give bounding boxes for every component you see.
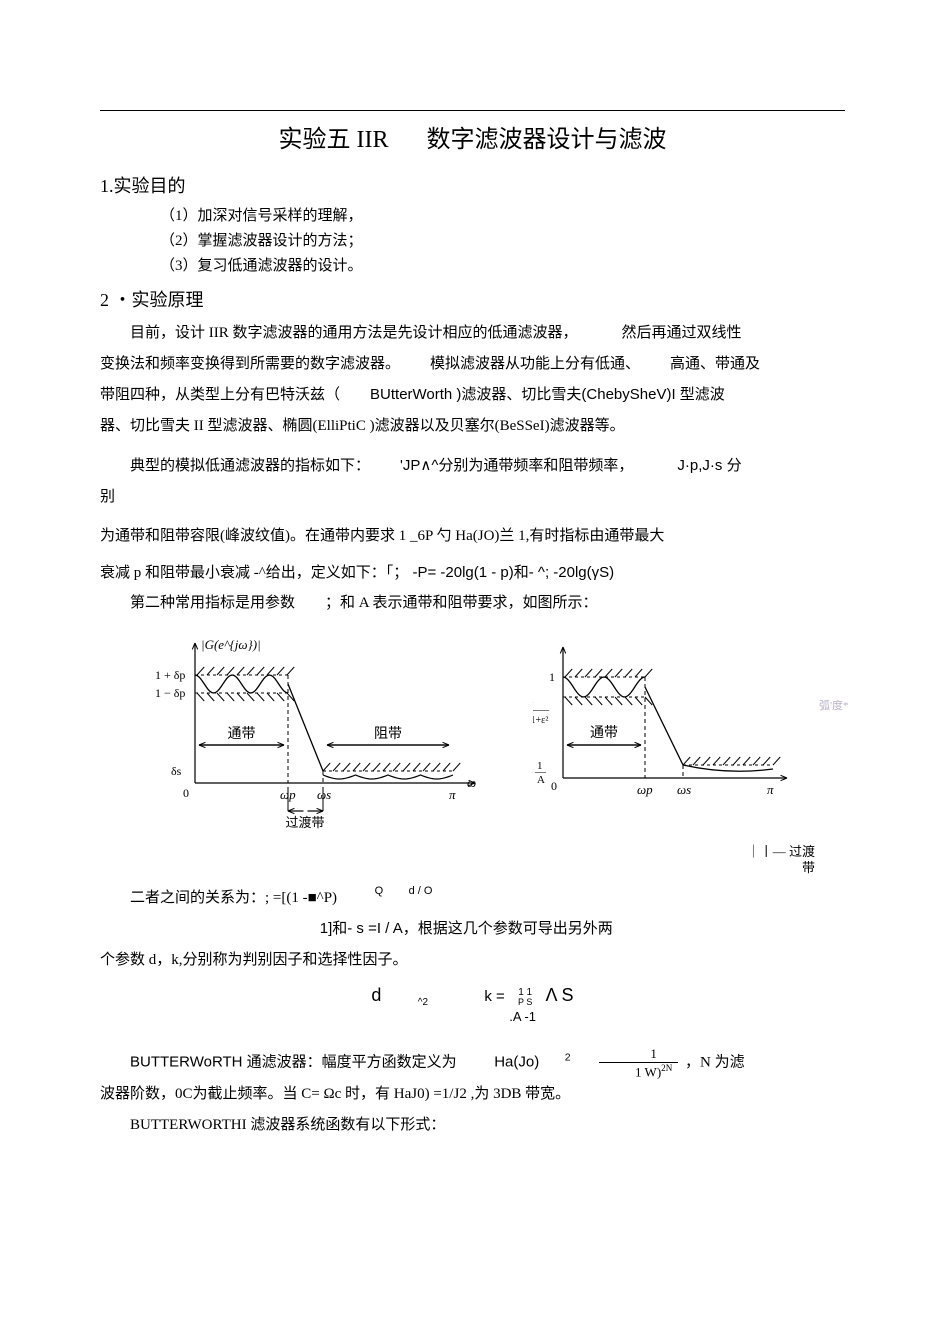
sec1-list: （1）加深对信号采样的理解， （2）掌握滤波器设计的方法； （3）复习低通滤波器… [160, 204, 845, 278]
text: ^2 [418, 997, 428, 1008]
text: 「； -P= -20lg(1 - p)和- ^; -20lg(γS) [386, 564, 614, 581]
title-left: 实验五 IIR [279, 127, 389, 153]
svg-text:1: 1 [549, 670, 555, 684]
text: 1 W)2N [599, 1063, 678, 1080]
text: Q [375, 885, 384, 897]
para: 目前，设计 IIR 数字滤波器的通用方法是先设计相应的低通滤波器， 然后再通过双线… [100, 318, 845, 349]
para: 第二种常用指标是用参数 ；和 A 表示通带和阻带要求，如图所示： [100, 588, 845, 619]
para: 为通带和阻带容限(峰波纹值)。在通带内要求 1 _6P 勺 Ha(JO)兰 1,… [100, 521, 845, 552]
svg-text:阻带: 阻带 [374, 726, 402, 742]
figure-left: |G(e^{jω})|1 + δp1 − δpδs0ωpωsπω通带阻带过渡带 [153, 633, 483, 838]
page: 实验五 IIR 数字滤波器设计与滤波 1.实验目的 （1）加深对信号采样的理解， … [0, 0, 945, 1338]
para: 别 [100, 482, 845, 513]
svg-text:√1+ε²: √1+ε² [533, 715, 548, 726]
text: 带阻四种，从类型上分有巴特沃兹（ [100, 387, 340, 403]
text: J·p,J·s 分 [677, 457, 741, 474]
para: 二者之间的关系为：; =[(1 -■^P) Q d / O 1]和- s =I … [100, 883, 845, 945]
text: ｜丨— 过渡 [747, 844, 815, 859]
para: 典型的模拟低通滤波器的指标如下： 'JP∧^分别为通带频率和阻带频率， J·p,J·… [100, 451, 845, 482]
list-item: （3）复习低通滤波器的设计。 [160, 254, 845, 279]
text: 然后再通过双线性 [622, 325, 742, 341]
svg-text:π: π [767, 782, 774, 797]
svg-text:A: A [537, 774, 545, 786]
list-item: （1）加深对信号采样的理解， [160, 204, 845, 229]
para: 器、切比雪夫 II 型滤波器、椭圆(ElliPtiC )滤波器以及贝塞尔(BeS… [100, 411, 845, 442]
svg-text:ωs: ωs [677, 782, 691, 797]
svg-text:1 − δp: 1 − δp [155, 686, 185, 700]
sec1-heading: 1.实验目的 [100, 172, 845, 198]
svg-text:过渡带: 过渡带 [285, 815, 324, 830]
svg-text:ωp: ωp [637, 782, 653, 797]
svg-text:0: 0 [551, 779, 557, 793]
svg-text:0: 0 [183, 786, 189, 800]
text: Λ S [546, 985, 574, 1005]
text: ，N 为滤 [685, 1055, 745, 1071]
page-title: 实验五 IIR 数字滤波器设计与滤波 [100, 119, 845, 154]
text: BUTTERWoRTH 通滤波器：幅度平方函数定义为 [130, 1054, 457, 1071]
svg-text:通带: 通带 [227, 726, 255, 742]
svg-text:δs: δs [171, 764, 182, 778]
svg-text:1: 1 [533, 695, 534, 706]
text: 二者之间的关系为：; =[(1 -■^P) [130, 890, 337, 906]
svg-text:ω: ω [467, 775, 476, 790]
text: k = [484, 988, 504, 1005]
text: 为通带和阻带容限(峰波纹值)。在通带内要求 1 _6P 勺 Ha(JO)兰 1,… [100, 528, 664, 544]
svg-text:通带: 通带 [590, 725, 618, 741]
top-rule [100, 110, 845, 111]
para: 波器阶数，0C为截止频率。当 C= Ωc 时，有 HaJ0) =1/J2 ,为 … [100, 1079, 845, 1110]
svg-text:π: π [449, 787, 456, 802]
filter-spec-left-svg: |G(e^{jω})|1 + δp1 − δpδs0ωpωsπω通带阻带过渡带 [153, 633, 483, 833]
figure-right: 1—— 1√1+ε²1—A0ωpωsπ通带 弧'度* [533, 633, 793, 833]
text: 1 [599, 1047, 678, 1062]
text: 第二种常用指标是用参数 [130, 595, 295, 611]
list-item: （2）掌握滤波器设计的方法； [160, 229, 845, 254]
fraction: 1 1 W)2N [599, 1047, 678, 1079]
svg-text:1 + δp: 1 + δp [155, 668, 185, 682]
text: 1 W) [635, 1064, 661, 1079]
para: 变换法和频率变换得到所需要的数字滤波器。 模拟滤波器从功能上分有低通、 高通、带通及 [100, 349, 845, 380]
svg-text:ωs: ωs [317, 787, 331, 802]
text: d / O [409, 885, 433, 897]
text: d [371, 985, 381, 1005]
sec2-heading: 2 ・实验原理 [100, 286, 845, 312]
svg-text:|G(e^{jω})|: |G(e^{jω})| [201, 637, 261, 652]
text: 2 [565, 1052, 571, 1064]
figure-row: |G(e^{jω})|1 + δp1 − δpδs0ωpωsπω通带阻带过渡带 … [100, 633, 845, 838]
figure-right-bottom-caption: ｜丨— 过渡 带 [100, 844, 815, 875]
equation-dk: d ^2 k = 1 1 P S Λ S .A -1 [100, 985, 845, 1025]
para: BUTTERWORTHI 滤波器系统函数有以下形式： [100, 1110, 845, 1141]
para: BUTTERWoRTH 通滤波器：幅度平方函数定义为 Ha(Jo) 2 1 1 … [100, 1047, 845, 1079]
text: 2N [661, 1063, 672, 1073]
text: Ha(Jo) [494, 1054, 539, 1071]
text: 变换法和频率变换得到所需要的数字滤波器。 [100, 356, 400, 372]
text: 模拟滤波器从功能上分有低通、 [430, 356, 640, 372]
figure-right-sidecaption: 弧'度* [819, 697, 848, 713]
text: 器、切比雪夫 II 型滤波器、椭圆(ElliPtiC )滤波器以及贝塞尔(BeS… [100, 418, 625, 434]
fraction: 1 1 P S [512, 987, 538, 1008]
text: 高通、带通及 [670, 356, 760, 372]
text: BUtterWorth )滤波器、切比雪夫(ChebySheV)I 型滤波 [370, 386, 725, 403]
sec2-body-2: 二者之间的关系为：; =[(1 -■^P) Q d / O 1]和- s =I … [100, 883, 845, 975]
text: 衰减 p 和阻带最小衰减 -^给出，定义如下： [100, 565, 386, 581]
text: 带 [802, 860, 815, 875]
text: P S [512, 998, 538, 1008]
text: .A -1 [509, 1009, 536, 1024]
title-right: 数字滤波器设计与滤波 [427, 127, 667, 153]
text: 典型的模拟低通滤波器的指标如下： [130, 458, 370, 474]
para: 个参数 d，k,分别称为判别因子和选择性因子。 [100, 945, 845, 976]
text: ；和 A 表示通带和阻带要求，如图所示： [325, 595, 598, 611]
para: 带阻四种，从类型上分有巴特沃兹（ BUtterWorth )滤波器、切比雪夫(Ch… [100, 380, 845, 411]
text: 1]和- s =I / A，根据这几个参数可导出另外两 [320, 920, 613, 937]
sec2-body: 目前，设计 IIR 数字滤波器的通用方法是先设计相应的低通滤波器， 然后再通过双线… [100, 318, 845, 619]
filter-spec-right-svg: 1—— 1√1+ε²1—A0ωpωsπ通带 [533, 633, 793, 828]
sec2-body-3: BUTTERWoRTH 通滤波器：幅度平方函数定义为 Ha(Jo) 2 1 1 … [100, 1047, 845, 1140]
text: 'JP∧^分别为通带频率和阻带频率， [400, 457, 633, 474]
para: 衰减 p 和阻带最小衰减 -^给出，定义如下：「； -P= -20lg(1 - … [100, 558, 845, 589]
text: 目前，设计 IIR 数字滤波器的通用方法是先设计相应的低通滤波器， [130, 325, 578, 341]
